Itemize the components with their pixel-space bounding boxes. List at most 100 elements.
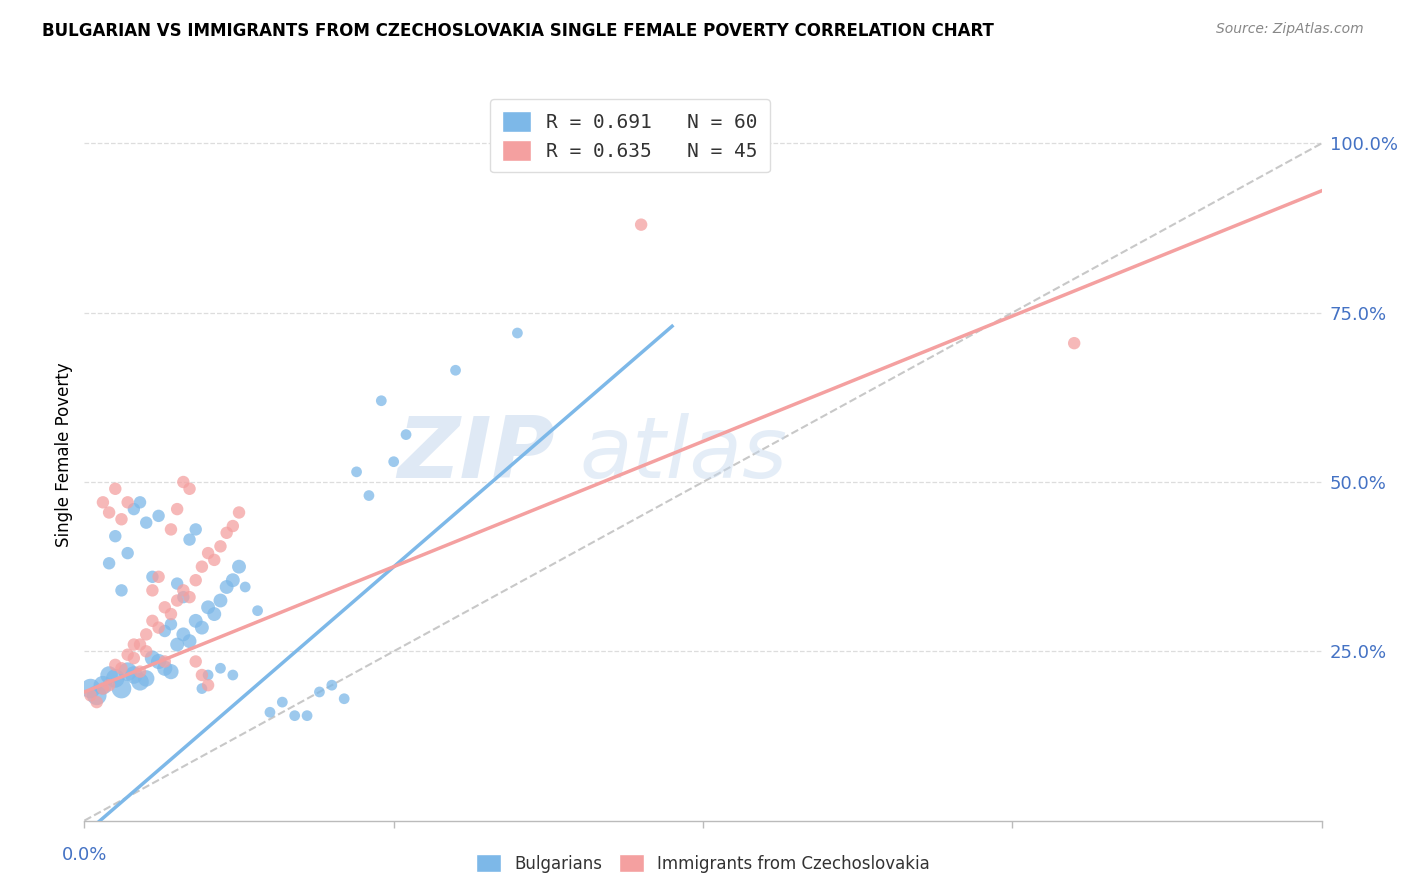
Point [357, 489, 380, 503]
Point [215, 525, 238, 540]
Point [444, 363, 467, 377]
Point [191, 621, 214, 635]
Point [271, 695, 294, 709]
Point [197, 678, 219, 692]
Point [148, 655, 170, 669]
Text: 0.0%: 0.0% [62, 847, 107, 864]
Point [308, 685, 330, 699]
Point [79, 681, 101, 696]
Point [166, 638, 188, 652]
Point [117, 665, 139, 679]
Point [179, 533, 201, 547]
Point [110, 661, 132, 675]
Point [179, 590, 201, 604]
Legend: R = 0.691   N = 60, R = 0.635   N = 45: R = 0.691 N = 60, R = 0.635 N = 45 [491, 99, 769, 172]
Point [141, 651, 163, 665]
Point [122, 668, 145, 682]
Point [104, 657, 127, 672]
Point [117, 546, 139, 560]
Point [148, 508, 170, 523]
Point [228, 506, 250, 520]
Point [197, 546, 219, 560]
Point [153, 600, 176, 615]
Text: BULGARIAN VS IMMIGRANTS FROM CZECHOSLOVAKIA SINGLE FEMALE POVERTY CORRELATION CH: BULGARIAN VS IMMIGRANTS FROM CZECHOSLOVA… [42, 22, 994, 40]
Point [141, 583, 163, 598]
Point [117, 648, 139, 662]
Y-axis label: Single Female Poverty: Single Female Poverty [55, 363, 73, 547]
Point [141, 570, 163, 584]
Point [184, 523, 207, 537]
Point [1063, 336, 1085, 351]
Point [79, 689, 101, 703]
Point [172, 475, 194, 489]
Point [191, 559, 214, 574]
Point [172, 627, 194, 641]
Point [370, 393, 392, 408]
Point [160, 617, 183, 632]
Point [246, 604, 269, 618]
Point [135, 672, 157, 686]
Point [153, 624, 176, 638]
Point [122, 502, 145, 516]
Point [202, 553, 225, 567]
Point [160, 665, 183, 679]
Point [86, 695, 108, 709]
Point [222, 573, 245, 587]
Point [98, 678, 121, 692]
Text: Source: ZipAtlas.com: Source: ZipAtlas.com [1216, 22, 1364, 37]
Point [166, 502, 188, 516]
Point [153, 655, 176, 669]
Text: ZIP: ZIP [396, 413, 554, 497]
Point [197, 600, 219, 615]
Point [166, 593, 188, 607]
Point [160, 523, 183, 537]
Point [122, 651, 145, 665]
Point [191, 668, 214, 682]
Point [148, 570, 170, 584]
Point [284, 708, 307, 723]
Point [506, 326, 529, 340]
Point [91, 681, 114, 696]
Point [321, 678, 343, 692]
Point [259, 706, 281, 720]
Point [98, 668, 121, 682]
Point [295, 708, 318, 723]
Point [110, 583, 132, 598]
Point [110, 681, 132, 696]
Point [98, 506, 121, 520]
Point [86, 689, 108, 703]
Point [122, 638, 145, 652]
Point [222, 668, 245, 682]
Point [191, 681, 214, 696]
Point [98, 556, 121, 570]
Point [117, 495, 139, 509]
Point [129, 665, 152, 679]
Point [333, 691, 356, 706]
Point [197, 668, 219, 682]
Point [110, 512, 132, 526]
Point [104, 672, 127, 686]
Point [179, 482, 201, 496]
Point [172, 590, 194, 604]
Point [91, 495, 114, 509]
Point [172, 583, 194, 598]
Point [184, 573, 207, 587]
Point [209, 661, 232, 675]
Point [135, 644, 157, 658]
Point [209, 593, 232, 607]
Point [141, 614, 163, 628]
Point [222, 519, 245, 533]
Point [129, 638, 152, 652]
Point [346, 465, 368, 479]
Point [166, 576, 188, 591]
Legend: Bulgarians, Immigrants from Czechoslovakia: Bulgarians, Immigrants from Czechoslovak… [470, 847, 936, 880]
Point [135, 516, 157, 530]
Text: atlas: atlas [579, 413, 787, 497]
Point [179, 634, 201, 648]
Point [153, 661, 176, 675]
Point [215, 580, 238, 594]
Point [148, 621, 170, 635]
Point [395, 427, 418, 442]
Point [382, 455, 405, 469]
Point [91, 678, 114, 692]
